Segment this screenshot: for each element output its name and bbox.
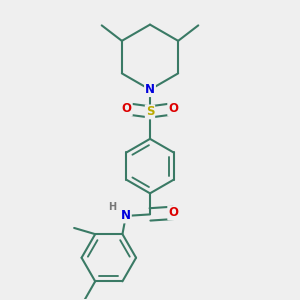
Text: H: H <box>108 202 116 212</box>
Text: O: O <box>168 102 178 115</box>
Text: O: O <box>122 102 132 115</box>
Text: S: S <box>146 105 154 119</box>
Text: N: N <box>145 83 155 96</box>
Text: N: N <box>121 209 131 222</box>
Text: O: O <box>168 206 178 219</box>
